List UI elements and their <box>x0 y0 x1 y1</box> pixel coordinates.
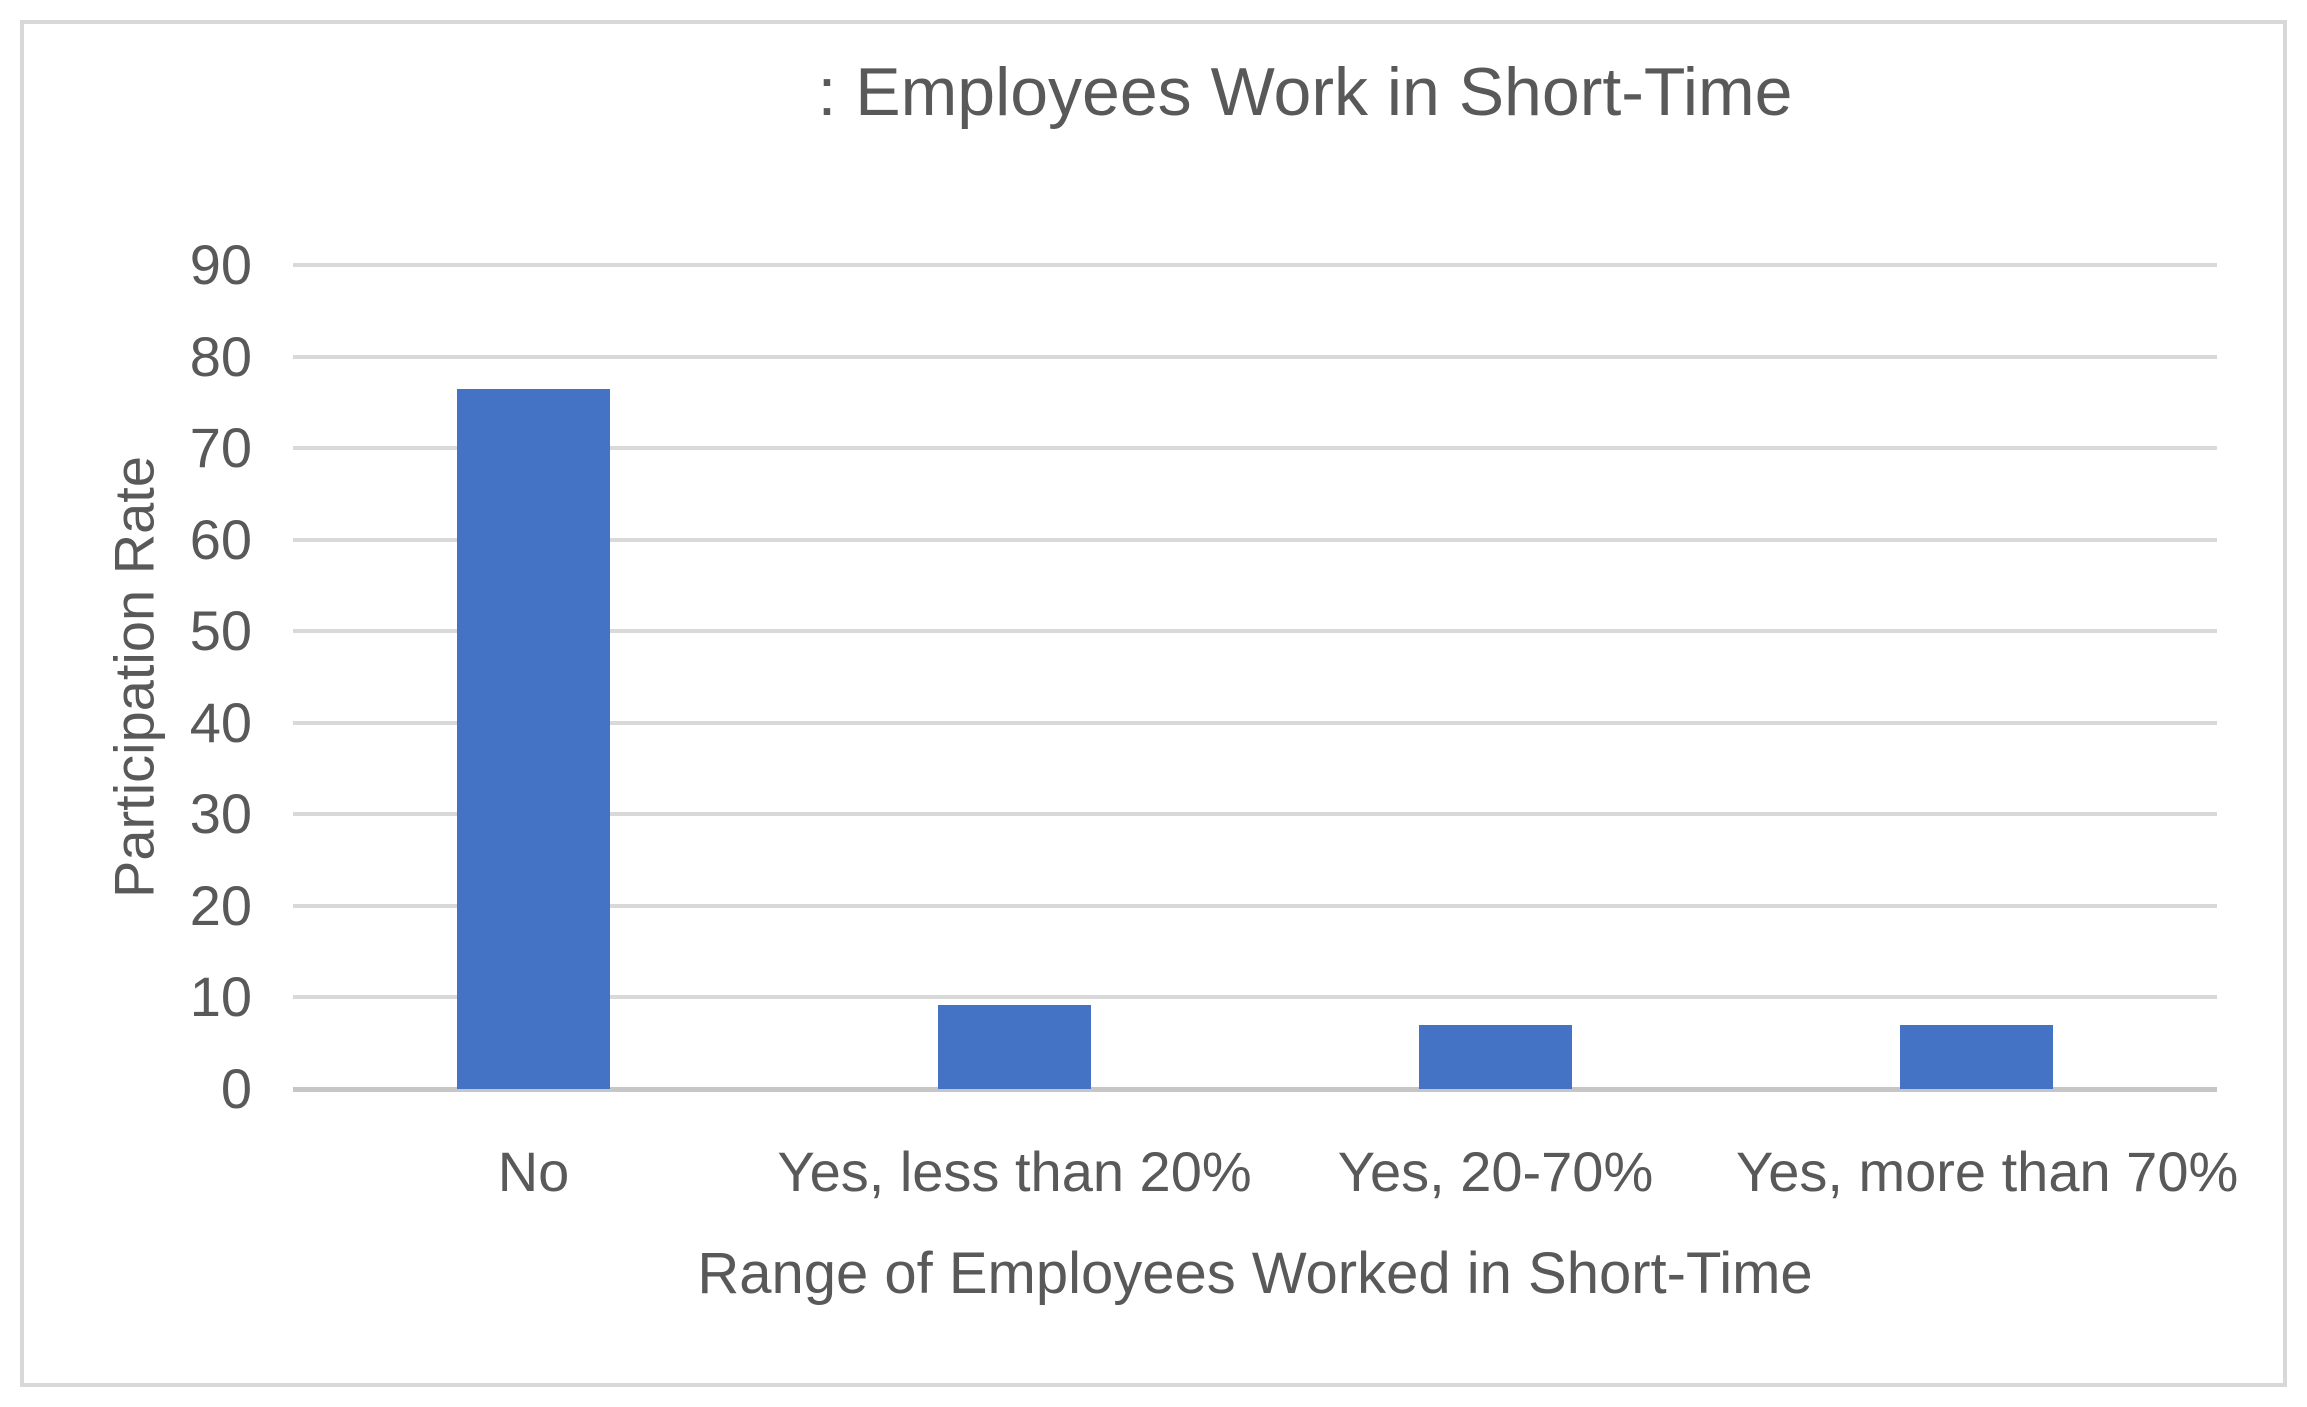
x-axis-line <box>293 1087 2217 1092</box>
y-tick-label: 40 <box>189 690 252 754</box>
gridline <box>293 903 2217 908</box>
plot-area <box>293 263 2217 1092</box>
gridline <box>293 263 2217 267</box>
x-category-label: Yes, less than 20% <box>777 1140 1252 1203</box>
gridline <box>293 812 2217 817</box>
y-tick-label: 60 <box>189 507 252 571</box>
x-category-label: Yes, more than 70% <box>1736 1140 2239 1203</box>
bar-3 <box>1419 1024 1572 1089</box>
x-axis-title: Range of Employees Worked in Short-Time <box>697 1241 1813 1306</box>
gridline <box>293 354 2217 359</box>
gridline <box>293 720 2217 725</box>
y-tick-label: 70 <box>189 416 252 480</box>
gridline <box>293 629 2217 634</box>
bar-1 <box>457 388 610 1089</box>
gridline <box>293 446 2217 451</box>
y-tick-label: 10 <box>189 965 252 1029</box>
y-tick-label: 0 <box>220 1057 252 1120</box>
y-tick-label: 20 <box>189 873 252 937</box>
y-tick-label: 90 <box>189 233 252 296</box>
gridline <box>293 995 2217 1000</box>
x-category-label: Yes, 20-70% <box>1337 1140 1654 1203</box>
chart-border <box>20 20 2287 1387</box>
y-tick-label: 50 <box>189 599 252 663</box>
chart-title: : Employees Work in Short-Time <box>817 54 1793 130</box>
y-tick-label: 30 <box>189 782 252 846</box>
bar-2 <box>938 1004 1091 1089</box>
gridline <box>293 537 2217 542</box>
x-category-label: No <box>497 1140 570 1203</box>
y-tick-label: 80 <box>189 324 252 388</box>
bar-4 <box>1900 1024 2053 1089</box>
